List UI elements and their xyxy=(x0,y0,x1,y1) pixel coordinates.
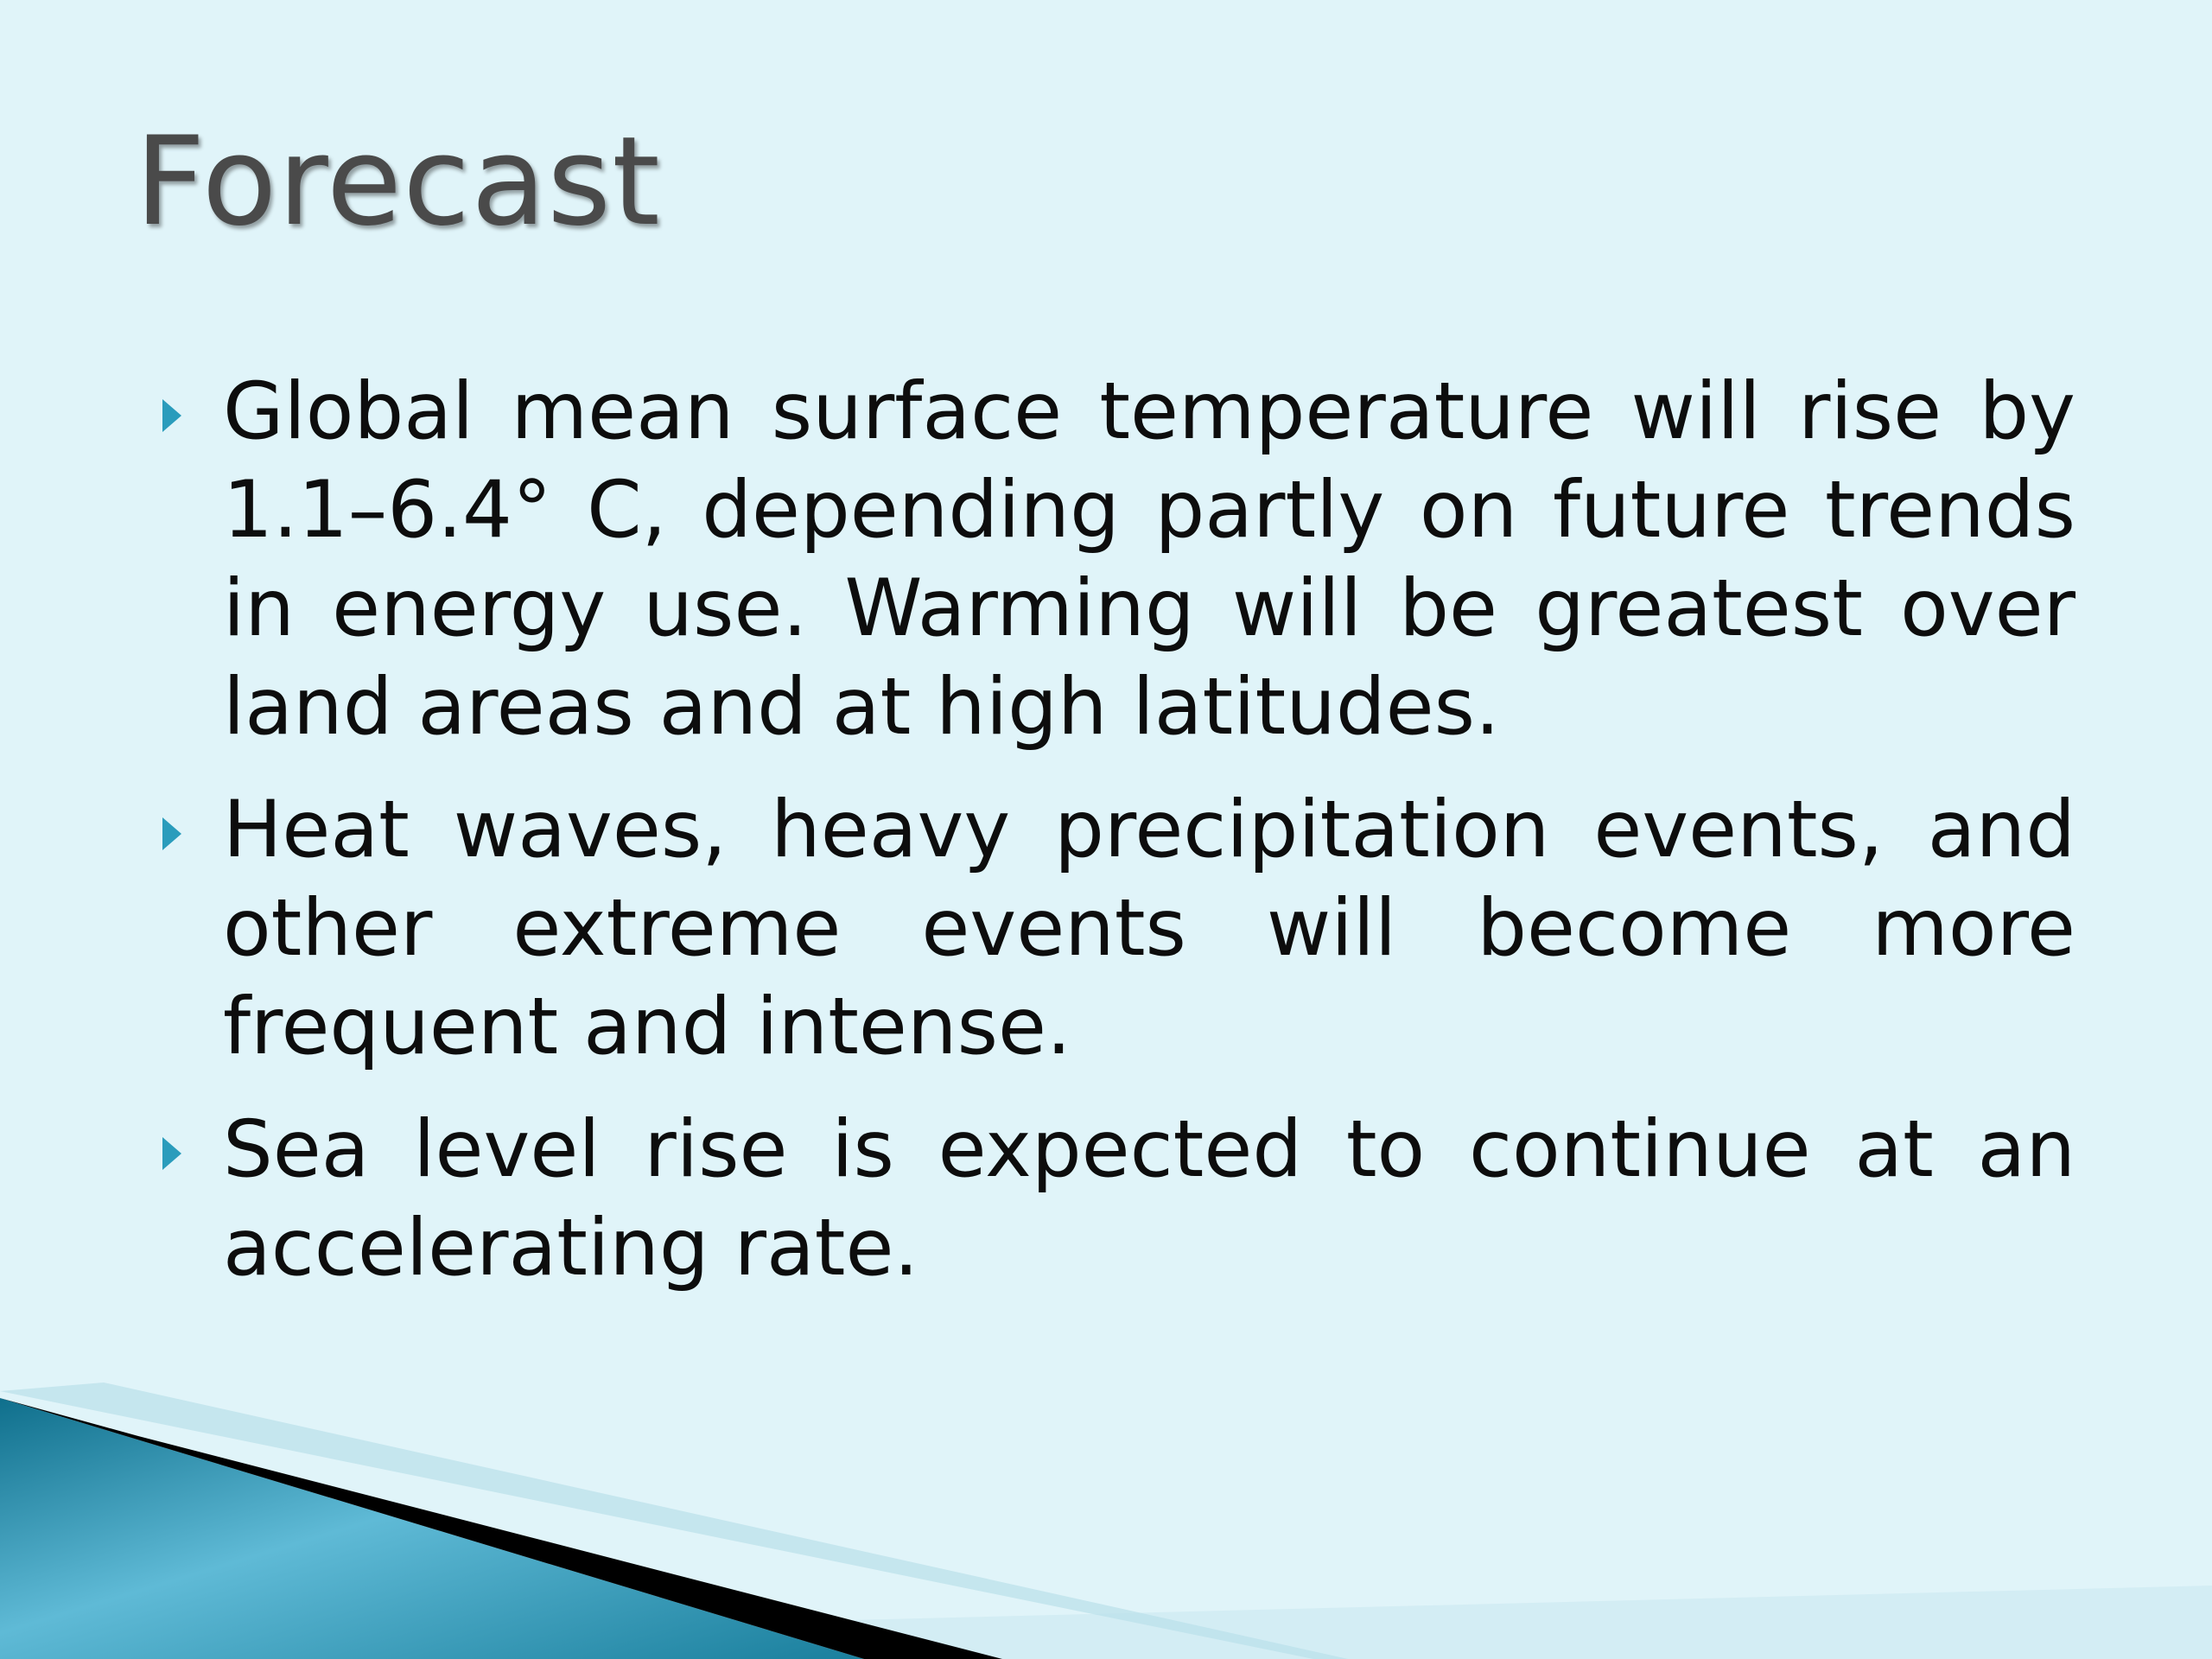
bullet-list: Global mean surface temperature will ris… xyxy=(147,363,2075,1322)
decorative-swoosh xyxy=(0,1382,2212,1659)
bullet-text: Global mean surface temperature will ris… xyxy=(223,366,2075,753)
triangle-right-icon xyxy=(162,399,181,432)
slide-title: Forecast xyxy=(135,111,661,253)
bullet-text: Heat waves, heavy precipitation events, … xyxy=(223,785,2075,1072)
triangle-right-icon xyxy=(162,1137,181,1170)
bullet-item: Global mean surface temperature will ris… xyxy=(147,363,2075,757)
triangle-right-icon xyxy=(162,817,181,850)
bullet-item: Heat waves, heavy precipitation events, … xyxy=(147,781,2075,1077)
bullet-text: Sea level rise is expected to continue a… xyxy=(223,1104,2075,1294)
bullet-item: Sea level rise is expected to continue a… xyxy=(147,1101,2075,1298)
